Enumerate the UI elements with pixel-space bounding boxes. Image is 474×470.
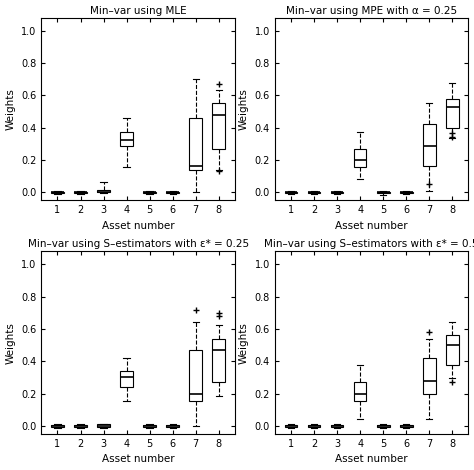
Y-axis label: Weights: Weights bbox=[6, 88, 16, 130]
X-axis label: Asset number: Asset number bbox=[335, 221, 408, 231]
Title: Min–var using S–estimators with ε* = 0.5: Min–var using S–estimators with ε* = 0.5 bbox=[264, 239, 474, 249]
X-axis label: Asset number: Asset number bbox=[102, 454, 174, 464]
PathPatch shape bbox=[446, 335, 459, 365]
Title: Min–var using S–estimators with ε* = 0.25: Min–var using S–estimators with ε* = 0.2… bbox=[27, 239, 249, 249]
PathPatch shape bbox=[354, 382, 366, 401]
PathPatch shape bbox=[331, 191, 344, 193]
PathPatch shape bbox=[212, 102, 225, 149]
PathPatch shape bbox=[423, 124, 436, 165]
PathPatch shape bbox=[400, 191, 412, 193]
PathPatch shape bbox=[74, 191, 87, 193]
PathPatch shape bbox=[51, 191, 64, 193]
PathPatch shape bbox=[97, 424, 110, 427]
PathPatch shape bbox=[331, 425, 344, 427]
X-axis label: Asset number: Asset number bbox=[335, 454, 408, 464]
PathPatch shape bbox=[190, 118, 202, 170]
Y-axis label: Weights: Weights bbox=[239, 88, 249, 130]
PathPatch shape bbox=[143, 425, 156, 427]
PathPatch shape bbox=[74, 425, 87, 427]
PathPatch shape bbox=[423, 358, 436, 393]
PathPatch shape bbox=[308, 191, 320, 193]
PathPatch shape bbox=[285, 191, 297, 193]
X-axis label: Asset number: Asset number bbox=[102, 221, 174, 231]
Y-axis label: Weights: Weights bbox=[239, 322, 249, 364]
PathPatch shape bbox=[354, 149, 366, 167]
Title: Min–var using MPE with α = 0.25: Min–var using MPE with α = 0.25 bbox=[286, 6, 457, 16]
PathPatch shape bbox=[285, 425, 297, 427]
Y-axis label: Weights: Weights bbox=[6, 322, 16, 364]
PathPatch shape bbox=[97, 190, 110, 192]
PathPatch shape bbox=[120, 132, 133, 146]
PathPatch shape bbox=[51, 425, 64, 427]
PathPatch shape bbox=[143, 191, 156, 193]
PathPatch shape bbox=[166, 425, 179, 427]
PathPatch shape bbox=[212, 339, 225, 382]
PathPatch shape bbox=[400, 425, 412, 427]
PathPatch shape bbox=[190, 350, 202, 401]
PathPatch shape bbox=[308, 425, 320, 427]
PathPatch shape bbox=[446, 99, 459, 128]
PathPatch shape bbox=[377, 191, 390, 193]
Title: Min–var using MLE: Min–var using MLE bbox=[90, 6, 186, 16]
PathPatch shape bbox=[166, 191, 179, 193]
PathPatch shape bbox=[120, 371, 133, 387]
PathPatch shape bbox=[377, 425, 390, 427]
